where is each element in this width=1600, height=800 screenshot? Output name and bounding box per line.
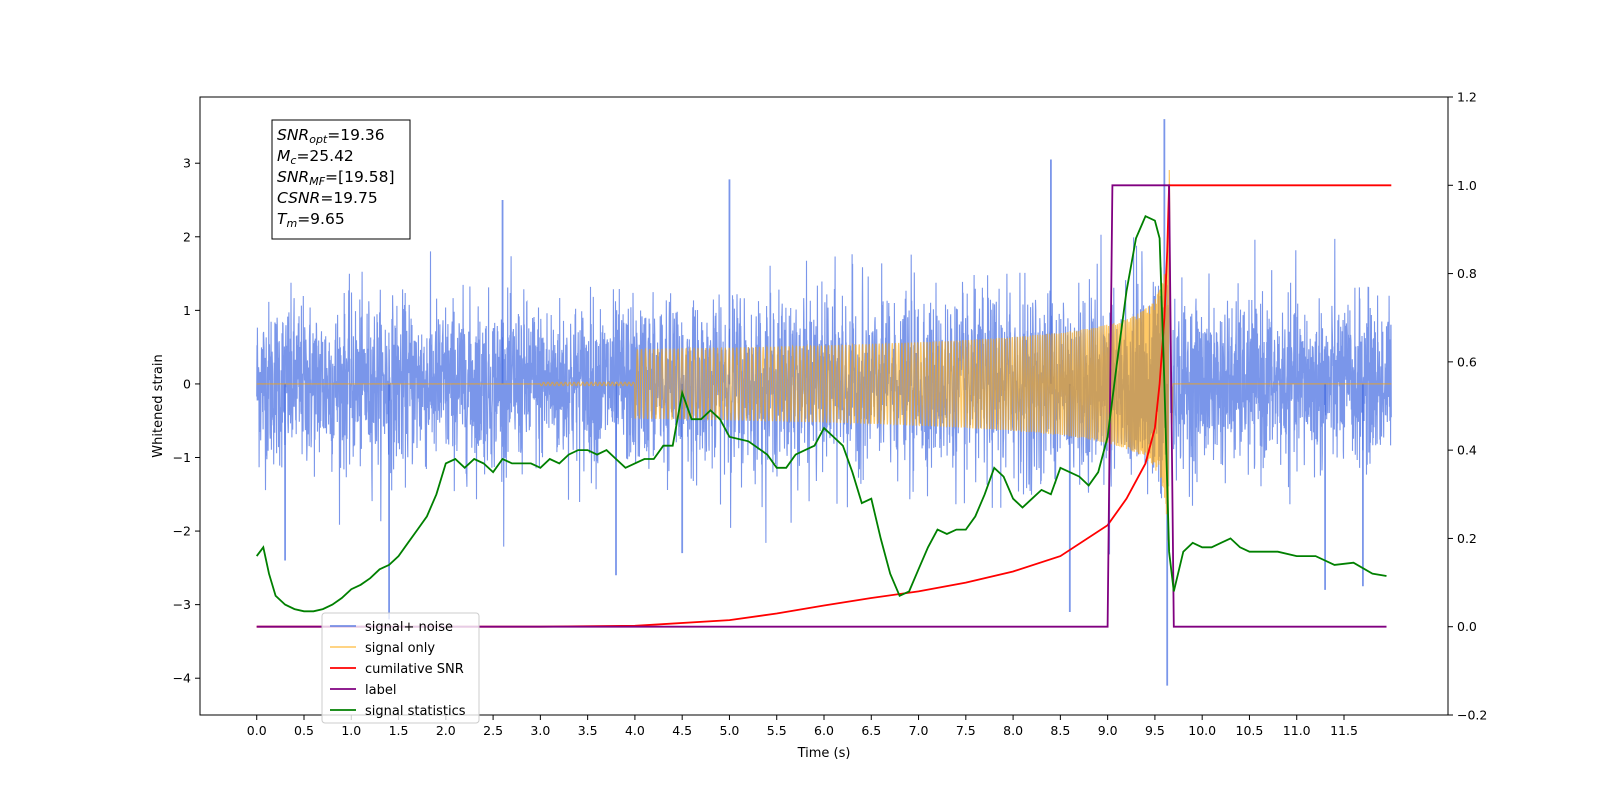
label-line [256,184,1387,628]
x-tick-label: 11.0 [1283,723,1311,738]
y-axis-left-ticks: −4 −3 −2 −1 0 1 2 3 [173,156,200,686]
x-tick-label: 7.5 [956,723,976,738]
x-tick-label: 9.0 [1098,723,1118,738]
legend-label: signal only [365,641,435,656]
x-tick-label: 6.5 [861,723,881,738]
x-tick-label: 0.0 [247,723,267,738]
x-tick-label: 10.0 [1188,723,1216,738]
signal-noise-line [256,234,1392,555]
annotation-line: Tm=9.65 [277,210,345,230]
x-tick-label: 2.0 [436,723,456,738]
legend-frame [321,612,480,724]
annotation-line: SNRMF=[19.58] [277,168,395,188]
right-axis-series [255,184,1392,628]
signal-only-line [256,169,1392,543]
y-right-tick-label: 0.6 [1457,354,1477,369]
x-tick-label: 3.0 [530,723,550,738]
x-tick-label: 2.5 [483,723,503,738]
legend-label: signal statistics [365,704,466,719]
legend-label: signal+ noise [365,620,453,635]
y-right-tick-label: 0.8 [1457,266,1477,281]
x-tick-label: 4.0 [625,723,645,738]
signal-statistics-line [255,214,1387,613]
y-axis-right-ticks: −0.2 0.0 0.2 0.4 0.6 0.8 1.0 1.2 [1448,90,1487,723]
y-left-tick-label: 2 [183,229,191,244]
y-left-tick-label: −2 [173,524,191,539]
y-left-tick-label: 1 [183,303,191,318]
y-left-tick-label: 0 [183,376,191,391]
x-tick-label: 9.5 [1145,723,1165,738]
x-tick-label: 5.5 [767,723,787,738]
x-tick-label: 8.0 [1003,723,1023,738]
x-tick-label: 0.5 [294,723,314,738]
y-axis-left-label: Whitened strain [151,354,166,457]
y-right-tick-label: 1.2 [1457,90,1477,105]
x-tick-label: 11.5 [1330,723,1358,738]
y-right-tick-label: 0.4 [1457,443,1477,458]
x-tick-label: 1.5 [389,723,409,738]
x-tick-label: 4.5 [672,723,692,738]
x-tick-label: 8.5 [1050,723,1070,738]
y-left-tick-label: 3 [183,156,191,171]
x-axis-ticks: 0.0 0.5 1.0 1.5 2.0 2.5 3.0 3.5 4.0 4.5 5.0 5.5 6.0 6… [247,715,1358,738]
y-left-tick-label: −3 [173,597,191,612]
x-axis-label: Time (s) [797,746,851,761]
y-right-tick-label: 0.0 [1457,619,1477,634]
annotation-box: SNRopt=19.36Mc=25.42SNRMF=[19.58]CSNR=19… [271,119,411,240]
x-tick-label: 3.5 [578,723,598,738]
x-tick-label: 7.0 [909,723,929,738]
x-tick-label: 1.0 [341,723,361,738]
x-tick-label: 5.0 [720,723,740,738]
x-tick-label: 10.5 [1236,723,1264,738]
signal-only-series [256,169,1392,543]
legend-label: cumilative SNR [365,662,464,677]
y-right-tick-label: 1.0 [1457,178,1477,193]
annotation-frame [271,119,411,240]
annotation-line: Mc=25.42 [277,147,354,167]
y-left-tick-label: −4 [173,671,191,686]
legend: signal+ noise signal only cumilative SNR la… [321,612,480,724]
annotation-line: SNRopt=19.36 [277,126,385,146]
y-right-tick-label: −0.2 [1457,708,1487,723]
y-left-tick-label: −1 [173,450,191,465]
x-tick-label: 6.0 [814,723,834,738]
legend-label: label [365,683,396,698]
cumilative-snr-line [256,184,1392,628]
annotation-line: CSNR=19.75 [277,189,378,207]
y-right-tick-label: 0.2 [1457,531,1477,546]
